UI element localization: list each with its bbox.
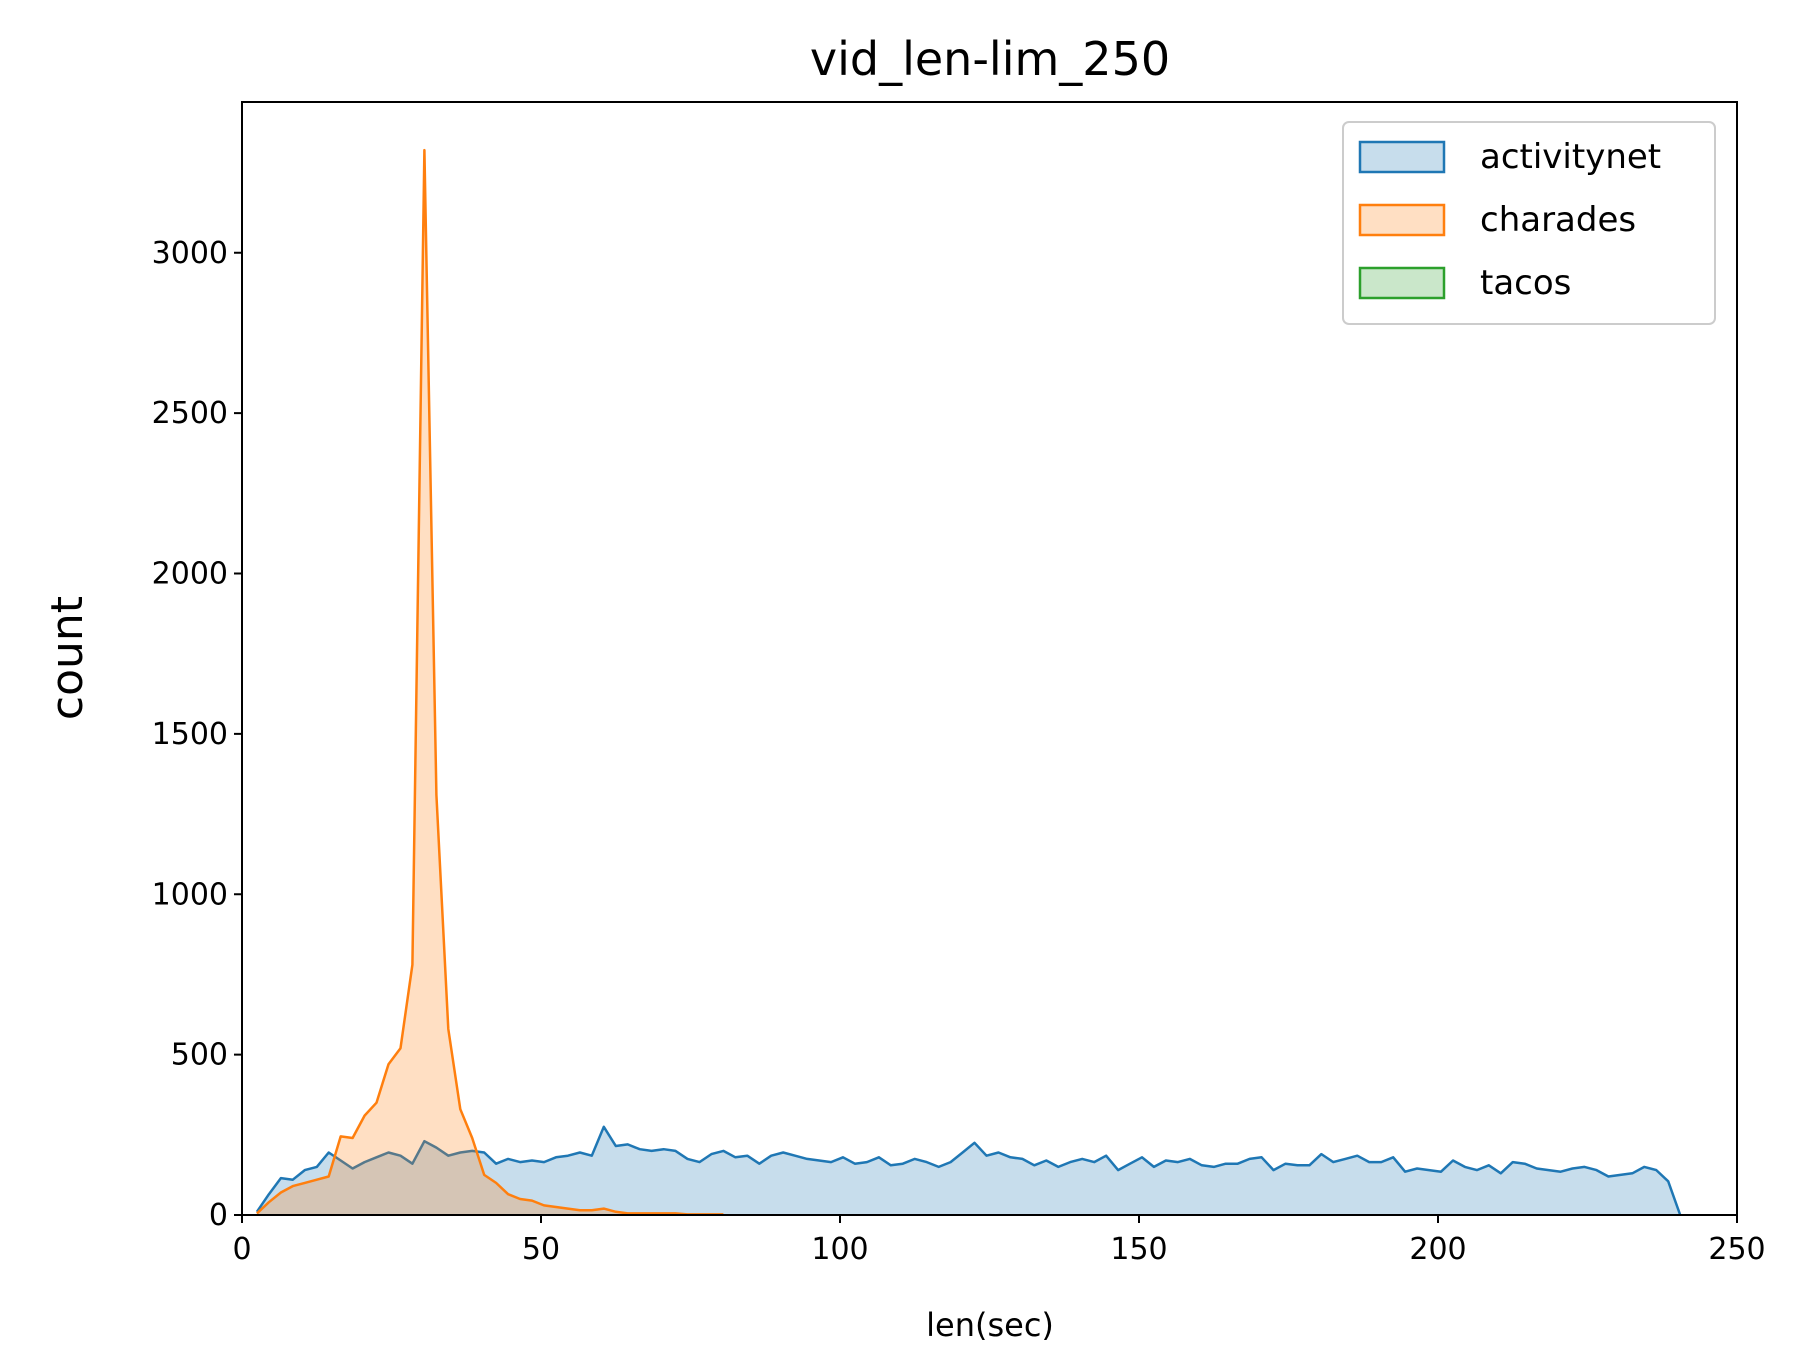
legend-label-charades: charades [1480, 200, 1636, 240]
y-tick-label: 0 [209, 1198, 228, 1233]
series-line-activitynet [255, 1125, 1682, 1216]
chart-title: vid_len-lim_250 [810, 32, 1170, 86]
y-tick-label: 2000 [152, 557, 228, 592]
y-tick-label: 2500 [152, 396, 228, 431]
legend: activitynet charades tacos [1342, 121, 1716, 325]
series-area-charades [256, 150, 724, 1216]
x-axis-label: len(sec) [926, 1306, 1054, 1344]
legend-label-activitynet: activitynet [1480, 137, 1661, 177]
x-tick-label: 250 [1708, 1232, 1765, 1267]
x-tick-label: 0 [232, 1232, 251, 1267]
y-tick-label: 1000 [152, 877, 228, 912]
plot-area [255, 148, 1682, 1216]
legend-swatch-charades [1358, 203, 1446, 237]
legend-swatch-activitynet [1358, 140, 1446, 174]
x-tick-label: 150 [1110, 1232, 1167, 1267]
y-axis: 0 500 1000 1500 2000 2500 3000 [152, 236, 242, 1233]
legend-label-tacos: tacos [1480, 263, 1571, 303]
x-tick-label: 200 [1409, 1232, 1466, 1267]
plot-frame [241, 101, 1738, 1216]
y-tick-label: 3000 [152, 236, 228, 271]
y-axis-label: count [42, 596, 93, 720]
y-tick-label: 1500 [152, 717, 228, 752]
series-area-activitynet [256, 1126, 1681, 1215]
x-tick-label: 50 [522, 1232, 560, 1267]
x-tick-label: 100 [811, 1232, 868, 1267]
legend-swatch-tacos [1358, 266, 1446, 300]
y-tick-label: 500 [171, 1038, 228, 1073]
series-line-charades [256, 148, 724, 1216]
x-axis: 0 50 100 150 200 250 [232, 1215, 1766, 1267]
